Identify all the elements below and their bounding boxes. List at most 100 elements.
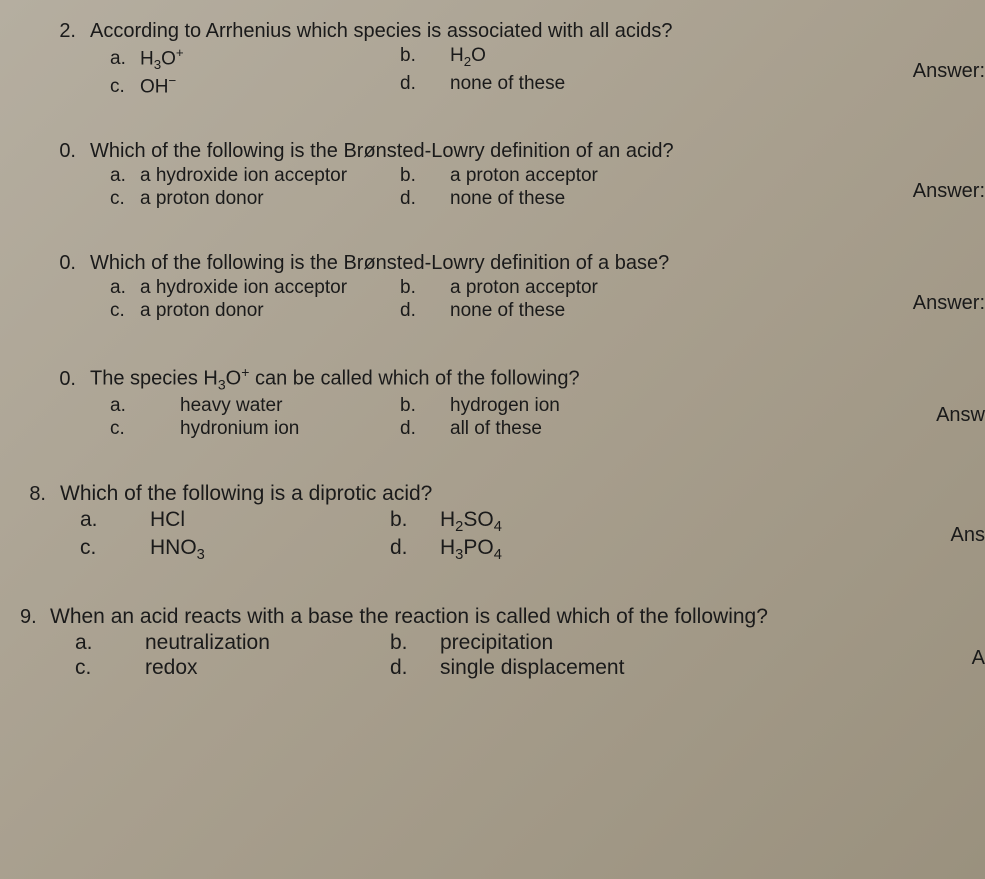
- question-text: Which of the following is the Brønsted-L…: [90, 140, 985, 163]
- option-text: HNO3: [150, 536, 390, 563]
- option-letter: d.: [400, 73, 450, 95]
- question-line: 9.When an acid reacts with a base the re…: [20, 605, 985, 629]
- option-text: OH−: [140, 73, 400, 98]
- question-line: 0.Which of the following is the Brønsted…: [20, 252, 985, 275]
- option-text: H2SO4: [440, 508, 985, 535]
- question-number: 9.: [20, 606, 50, 629]
- option-letter: c.: [80, 536, 150, 560]
- question-block: 0.Which of the following is the Brønsted…: [20, 140, 985, 210]
- option-b: b.precipitation: [390, 631, 985, 655]
- option-letter: a.: [110, 395, 180, 417]
- option-d: d.none of these: [400, 73, 985, 98]
- option-letter: d.: [390, 656, 440, 680]
- question-text: When an acid reacts with a base the reac…: [50, 605, 985, 629]
- question-line: 0.The species H3O+ can be called which o…: [20, 364, 985, 393]
- option-letter: d.: [400, 188, 450, 210]
- option-d: d.single displacement: [390, 656, 985, 680]
- option-a: a.heavy water: [110, 395, 400, 417]
- options-row: c.hydronium iond.all of these: [20, 418, 985, 440]
- option-letter: a.: [110, 165, 140, 187]
- question-line: 8.Which of the following is a diprotic a…: [20, 482, 985, 506]
- option-text: single displacement: [440, 656, 985, 680]
- option-letter: b.: [400, 165, 450, 187]
- option-a: a.a hydroxide ion acceptor: [110, 277, 400, 299]
- option-letter: b.: [400, 395, 450, 417]
- option-letter: b.: [400, 45, 450, 67]
- option-text: H2O: [450, 45, 985, 69]
- option-letter: c.: [75, 656, 145, 680]
- options-row: a.heavy waterb.hydrogen ion: [20, 395, 985, 417]
- option-letter: a.: [110, 48, 140, 70]
- options-row: a.H3O+b.H2O: [20, 45, 985, 72]
- option-b: b.H2O: [400, 45, 985, 72]
- answer-label: A: [972, 647, 985, 670]
- question-block: 0.The species H3O+ can be called which o…: [20, 364, 985, 440]
- options-row: c.HNO3d.H3PO4: [20, 536, 985, 563]
- option-text: a proton acceptor: [450, 277, 985, 299]
- question-block: 2.According to Arrhenius which species i…: [20, 20, 985, 98]
- option-letter: c.: [110, 300, 140, 322]
- options-row: a.neutralizationb.precipitation: [20, 631, 985, 655]
- question-text: Which of the following is the Brønsted-L…: [90, 252, 985, 275]
- answer-label: Answ: [936, 404, 985, 427]
- answer-label: Answer:: [913, 180, 985, 203]
- options-row: a.a hydroxide ion acceptorb.a proton acc…: [20, 277, 985, 299]
- question-text: Which of the following is a diprotic aci…: [60, 482, 985, 506]
- option-text: hydronium ion: [180, 418, 400, 440]
- option-d: d.all of these: [400, 418, 985, 440]
- answer-label: Answer:: [913, 292, 985, 315]
- option-a: a.neutralization: [75, 631, 390, 655]
- option-letter: b.: [400, 277, 450, 299]
- question-text: The species H3O+ can be called which of …: [90, 364, 985, 393]
- option-a: a.HCl: [80, 508, 390, 535]
- option-letter: d.: [390, 536, 440, 560]
- options-row: a.HClb.H2SO4: [20, 508, 985, 535]
- question-line: 0.Which of the following is the Brønsted…: [20, 140, 985, 163]
- option-d: d.H3PO4: [390, 536, 985, 563]
- question-number: 0.: [20, 140, 90, 163]
- option-text: a proton donor: [140, 300, 400, 322]
- options-row: c.a proton donord.none of these: [20, 300, 985, 322]
- question-block: 9.When an acid reacts with a base the re…: [20, 605, 985, 680]
- option-text: heavy water: [180, 395, 400, 417]
- option-letter: b.: [390, 631, 440, 655]
- option-text: a hydroxide ion acceptor: [140, 165, 400, 187]
- option-text: none of these: [450, 188, 985, 210]
- answer-label: Ans: [951, 524, 985, 547]
- option-text: H3O+: [140, 45, 400, 72]
- option-c: c.a proton donor: [110, 300, 400, 322]
- question-number: 2.: [20, 20, 90, 43]
- option-text: a hydroxide ion acceptor: [140, 277, 400, 299]
- question-text: According to Arrhenius which species is …: [90, 20, 985, 43]
- option-text: none of these: [450, 300, 985, 322]
- question-number: 0.: [20, 252, 90, 275]
- option-text: none of these: [450, 73, 985, 95]
- option-c: c.HNO3: [80, 536, 390, 563]
- option-text: H3PO4: [440, 536, 985, 563]
- option-a: a.H3O+: [110, 45, 400, 72]
- option-c: c.OH−: [110, 73, 400, 98]
- option-text: hydrogen ion: [450, 395, 985, 417]
- option-d: d.none of these: [400, 300, 985, 322]
- answer-label: Answer:: [913, 60, 985, 83]
- question-block: 8.Which of the following is a diprotic a…: [20, 482, 985, 563]
- option-letter: a.: [110, 277, 140, 299]
- question-line: 2.According to Arrhenius which species i…: [20, 20, 985, 43]
- option-text: precipitation: [440, 631, 985, 655]
- option-letter: c.: [110, 418, 180, 440]
- option-text: a proton acceptor: [450, 165, 985, 187]
- option-text: redox: [145, 656, 390, 680]
- question-number: 8.: [20, 483, 60, 506]
- options-row: a.a hydroxide ion acceptorb.a proton acc…: [20, 165, 985, 187]
- option-text: neutralization: [145, 631, 390, 655]
- option-c: c.hydronium ion: [110, 418, 400, 440]
- options-row: c.redoxd.single displacement: [20, 656, 985, 680]
- option-letter: c.: [110, 76, 140, 98]
- option-letter: b.: [390, 508, 440, 532]
- option-d: d.none of these: [400, 188, 985, 210]
- option-b: b.H2SO4: [390, 508, 985, 535]
- option-letter: a.: [80, 508, 150, 532]
- option-b: b.a proton acceptor: [400, 277, 985, 299]
- option-b: b.a proton acceptor: [400, 165, 985, 187]
- option-text: all of these: [450, 418, 985, 440]
